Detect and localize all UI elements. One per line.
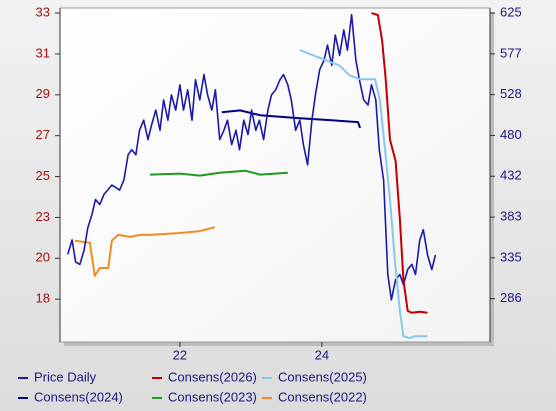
y-tick-label: 25 [36,168,50,183]
y-tick-label: 23 [36,209,50,224]
plot-area [59,7,491,343]
series-line [299,49,428,340]
legend-label: Consens(2024) [34,389,123,404]
y-tick-label: 18 [36,291,50,306]
y2-tick-label: 625 [500,4,522,19]
x-tick-label: 24 [315,347,329,362]
y2-tick-label: 286 [500,290,522,305]
series-line [74,226,215,277]
y-tick-label: 29 [36,86,50,101]
series-line [150,169,288,177]
y2-tick-label: 432 [500,168,522,183]
series-line [221,109,362,129]
legend-label: Consens(2025) [278,369,367,384]
legend-label: Price Daily [34,369,97,384]
y2-tick-label: 480 [500,127,522,142]
y-tick-label: 31 [36,45,50,60]
y-tick-label: 33 [36,4,50,19]
y2-tick-label: 577 [500,45,522,60]
y-tick-label: 20 [36,250,50,265]
legend-label: Consens(2026) [168,369,257,384]
y2-tick-label: 528 [500,86,522,101]
y-tick-label: 27 [36,127,50,142]
series-line [371,12,428,314]
y2-tick-label: 335 [500,249,522,264]
y2-tick-label: 383 [500,209,522,224]
series-line [67,13,437,301]
legend-label: Consens(2022) [278,389,367,404]
legend-label: Consens(2023) [168,389,257,404]
x-tick-label: 22 [173,347,187,362]
